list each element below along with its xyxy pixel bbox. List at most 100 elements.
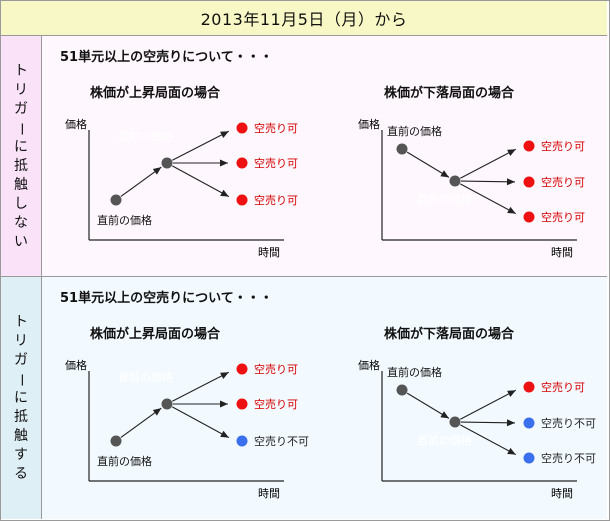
- outcome-label: 空売り可: [541, 210, 585, 224]
- arrow-line: [460, 148, 517, 179]
- allowed-dot: [236, 363, 248, 375]
- side-cell: トリガーに抵触する: [1, 277, 42, 519]
- arrow-head: [507, 206, 516, 214]
- ghost-price-label: 直前の価格: [118, 129, 173, 143]
- section-trigger: トリガーに抵触する 51単元以上の空売りについて・・・ 株価が上昇局面の場合 株…: [1, 277, 607, 519]
- allowed-dot: [236, 398, 248, 410]
- y-axis-label: 価格: [65, 117, 87, 131]
- outcome-label: 空売り可: [541, 139, 585, 153]
- side-label-char: ー: [13, 121, 30, 136]
- allowed-dot: [523, 381, 535, 393]
- arrow-line: [172, 165, 230, 198]
- content-cell: 51単元以上の空売りについて・・・ 株価が上昇局面の場合 株価が下落局面の場合 …: [42, 277, 607, 519]
- arrow-line: [172, 406, 230, 439]
- arrow-line: [172, 371, 230, 402]
- arrow-line: [120, 407, 162, 438]
- arrow-head: [220, 189, 229, 197]
- arrow-head: [507, 447, 516, 455]
- denied-dot: [523, 452, 535, 464]
- side-label-char: ガ: [14, 352, 28, 368]
- side-label-char: ト: [14, 63, 28, 79]
- prior-price-dot: [110, 435, 122, 447]
- side-label-char: ト: [14, 314, 28, 330]
- section-heading: 51単元以上の空売りについて・・・: [60, 50, 273, 65]
- denied-dot: [236, 435, 248, 447]
- rise-title: 株価が上昇局面の場合: [90, 86, 221, 101]
- arrow-head: [220, 372, 229, 379]
- content-cell: 51単元以上の空売りについて・・・ 株価が上昇局面の場合 株価が下落局面の場合 …: [42, 36, 607, 276]
- arrow-head: [220, 430, 229, 438]
- prior-price-dot: [110, 194, 122, 206]
- ghost-price-label: 直前の価格: [118, 370, 173, 384]
- x-axis-label: 時間: [258, 487, 280, 500]
- section-heading: 51単元以上の空売りについて・・・: [60, 291, 273, 306]
- arrow-head: [506, 419, 516, 427]
- allowed-dot: [236, 157, 248, 169]
- arrow-line: [406, 392, 450, 419]
- arrow-line: [460, 424, 517, 456]
- allowed-dot: [523, 176, 535, 188]
- arrow-line: [460, 183, 517, 215]
- side-label-char: 触: [14, 428, 28, 444]
- outcome-label: 空売り可: [254, 362, 298, 376]
- prior-price-dot: [396, 143, 408, 155]
- side-label-char: 抵: [14, 158, 28, 174]
- outcome-label: 空売り不可: [541, 416, 596, 430]
- side-label-char: ガ: [14, 101, 28, 117]
- x-axis-label: 時間: [551, 246, 573, 259]
- page-title: 2013年11月5日（月）から: [1, 1, 607, 36]
- y-axis-label: 価格: [358, 117, 380, 131]
- outcome-label: 空売り可: [254, 156, 298, 170]
- side-label-char: ー: [13, 372, 30, 387]
- side-label-char: す: [14, 447, 28, 463]
- diagram-area: 価格時間直前の価格直前の価格空売り可空売り可空売り可価格時間直前の価格直前の価格…: [65, 117, 585, 259]
- denied-dot: [523, 417, 535, 429]
- arrow-head: [152, 167, 162, 175]
- side-cell: トリガーに抵触しない: [1, 36, 42, 276]
- side-label: トリガーに抵触する: [1, 313, 41, 484]
- y-axis-label: 価格: [358, 358, 380, 372]
- side-label-char: に: [14, 390, 28, 406]
- side-label-char: リ: [14, 82, 28, 98]
- outcome-label: 空売り可: [541, 380, 585, 394]
- side-label: トリガーに抵触しない: [1, 62, 41, 252]
- section-no-trigger: トリガーに抵触しない 51単元以上の空売りについて・・・ 株価が上昇局面の場合 …: [1, 36, 607, 277]
- current-price-dot: [449, 416, 461, 428]
- outcome-label: 空売り可: [254, 397, 298, 411]
- fall-title: 株価が下落局面の場合: [384, 327, 515, 342]
- arrow-head: [152, 408, 162, 416]
- current-price-dot: [161, 398, 173, 410]
- prior-price-label: 直前の価格: [97, 454, 152, 468]
- outcome-label: 空売り可: [541, 175, 585, 189]
- prior-price-label: 直前の価格: [387, 365, 442, 379]
- side-label-char: に: [14, 139, 28, 155]
- prior-price-label: 直前の価格: [97, 213, 152, 227]
- arrow-head: [220, 131, 229, 138]
- current-price-dot: [161, 157, 173, 169]
- side-label-char: 触: [14, 177, 28, 193]
- x-axis-label: 時間: [551, 487, 573, 500]
- arrow-head: [507, 390, 516, 398]
- arrow-head: [220, 159, 228, 167]
- x-axis-label: 時間: [258, 246, 280, 259]
- arrow-line: [460, 180, 516, 183]
- prior-price-dot: [396, 384, 408, 396]
- outcome-label: 空売り不可: [541, 451, 596, 465]
- arrow-line: [460, 421, 516, 424]
- arrow-line: [172, 130, 230, 161]
- arrow-head: [220, 400, 228, 408]
- outcome-label: 空売り可: [254, 121, 298, 135]
- arrow-head: [507, 149, 516, 157]
- side-label-char: 抵: [14, 409, 28, 425]
- side-label-char: る: [14, 466, 28, 482]
- side-label-char: い: [14, 234, 28, 250]
- ghost-price-label: 直前の価格: [417, 433, 472, 447]
- arrow-line: [406, 151, 450, 178]
- arrow-head: [440, 411, 450, 419]
- allowed-dot: [523, 211, 535, 223]
- current-price-dot: [449, 175, 461, 187]
